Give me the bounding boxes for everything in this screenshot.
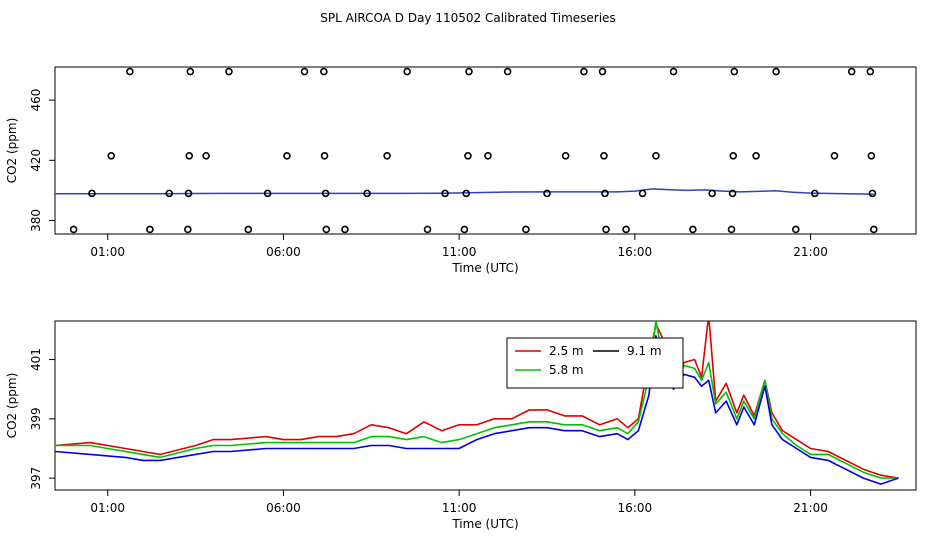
series-line-9-1m	[55, 335, 899, 485]
top-panel: 01:00 06:00 11:00 16:00 21:00 380 420 460 Time (…	[5, 66, 917, 275]
data-point	[847, 67, 856, 76]
data-point	[185, 151, 194, 160]
x-tick-label: 11:00	[442, 501, 477, 515]
data-point	[225, 67, 233, 76]
data-point	[202, 151, 210, 160]
data-point	[867, 151, 876, 160]
x-axis-title: Time (UTC)	[451, 517, 518, 531]
data-point	[870, 225, 878, 234]
data-point	[423, 225, 432, 234]
y-axis-title: CO2 (ppm)	[5, 373, 19, 439]
data-point	[322, 225, 331, 234]
data-point	[729, 151, 738, 160]
data-point	[184, 225, 192, 234]
series-line-5-8m	[55, 321, 899, 479]
data-point	[320, 151, 329, 160]
data-point	[730, 67, 739, 76]
legend: 2.5 m 5.8 m 9.1 m	[506, 337, 684, 389]
data-point	[184, 189, 193, 198]
data-point	[601, 189, 609, 198]
y-axis-title: CO2 (ppm)	[5, 118, 19, 184]
data-point	[341, 225, 349, 234]
data-point	[186, 67, 195, 76]
legend-label: 9.1 m	[627, 344, 662, 358]
y-tick-label: 401	[29, 348, 43, 371]
data-point	[320, 67, 328, 76]
bottom-panel: 01:00 06:00 11:00 16:00 21:00 397 399 401 Time (…	[5, 320, 917, 531]
data-point	[772, 67, 780, 76]
data-point	[403, 67, 411, 76]
series-line-2-5m	[55, 321, 899, 479]
data-point	[830, 151, 839, 160]
x-tick-label: 21:00	[793, 245, 828, 259]
data-point	[88, 189, 96, 198]
data-point	[244, 225, 253, 234]
data-point	[792, 225, 800, 234]
data-point	[464, 151, 472, 160]
data-point	[543, 189, 551, 198]
chart-title: SPL AIRCOA D Day 110502 Calibrated Times…	[320, 11, 615, 25]
data-point	[126, 67, 134, 76]
x-axis-title: Time (UTC)	[451, 261, 518, 275]
x-tick-label: 16:00	[618, 501, 653, 515]
data-point	[522, 225, 530, 234]
data-point	[669, 67, 678, 76]
data-point	[441, 189, 449, 198]
data-point	[146, 225, 154, 234]
plot-frame	[54, 320, 917, 491]
data-point	[460, 225, 469, 234]
x-tick-label: 16:00	[618, 245, 653, 259]
data-point	[363, 189, 371, 198]
data-point	[727, 225, 736, 234]
data-point	[600, 151, 608, 160]
legend-box	[506, 337, 684, 389]
data-point	[165, 189, 174, 198]
y-tick-label: 420	[29, 149, 43, 172]
data-point	[652, 151, 660, 160]
data-point	[465, 67, 473, 76]
data-point	[484, 151, 492, 160]
data-point	[708, 189, 716, 198]
data-point	[689, 225, 697, 234]
data-point	[263, 189, 272, 198]
x-tick-label: 06:00	[266, 501, 301, 515]
data-point	[598, 67, 607, 76]
x-tick-label: 11:00	[442, 245, 477, 259]
baseline-line	[55, 188, 874, 195]
legend-label: 5.8 m	[549, 363, 584, 377]
data-point	[300, 67, 309, 76]
y-tick-label: 460	[29, 89, 43, 112]
data-point	[383, 151, 391, 160]
data-point	[580, 67, 588, 76]
y-tick-label: 399	[29, 407, 43, 430]
data-point	[866, 67, 875, 76]
data-point	[602, 225, 610, 234]
data-point	[69, 225, 78, 234]
data-point	[752, 151, 760, 160]
data-point	[810, 189, 819, 198]
x-tick-label: 06:00	[266, 245, 301, 259]
data-point	[462, 189, 470, 198]
y-tick-label: 397	[29, 467, 43, 490]
data-point	[283, 151, 291, 160]
data-point	[107, 151, 116, 160]
data-point	[868, 189, 877, 198]
x-tick-label: 01:00	[90, 245, 125, 259]
x-tick-label: 21:00	[793, 501, 828, 515]
data-point	[561, 151, 570, 160]
y-tick-label: 380	[29, 209, 43, 232]
x-tick-label: 01:00	[90, 501, 125, 515]
legend-label: 2.5 m	[549, 344, 584, 358]
data-point	[622, 225, 630, 234]
plot-frame	[54, 66, 917, 235]
data-point	[638, 189, 647, 198]
data-point	[321, 189, 330, 198]
data-point	[728, 189, 737, 198]
data-point	[503, 67, 512, 76]
